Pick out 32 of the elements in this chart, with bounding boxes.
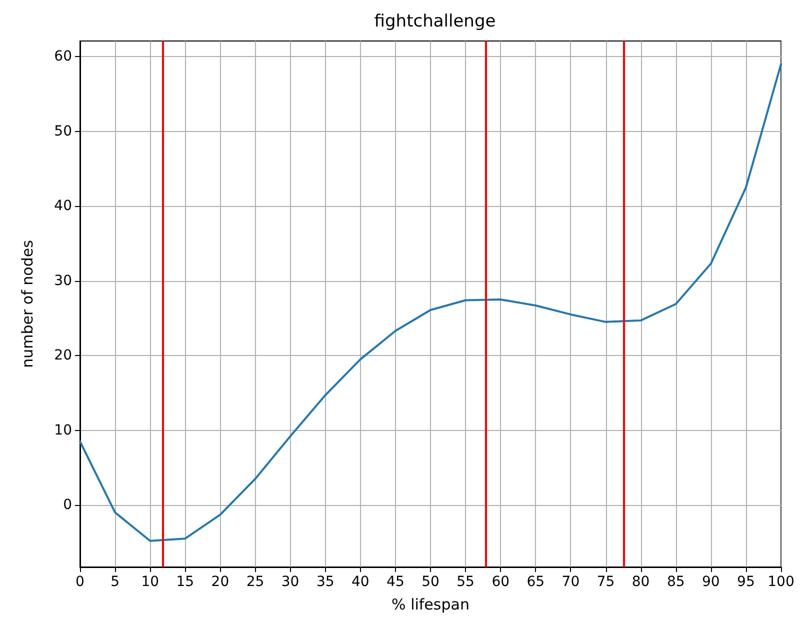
- chart-title: fightchallenge: [374, 12, 496, 32]
- x-tick-label: 65: [526, 574, 545, 590]
- x-tick-label: 20: [211, 574, 230, 590]
- x-tick-label: 55: [456, 574, 474, 590]
- x-tick-label: 80: [632, 574, 650, 590]
- x-tick-label: 50: [422, 574, 440, 590]
- x-tick-label: 75: [596, 574, 615, 590]
- x-tick-label: 0: [76, 574, 84, 590]
- y-tick-label: 30: [54, 272, 72, 289]
- y-tick-label: 50: [54, 123, 72, 140]
- y-tick-label: 60: [54, 48, 72, 65]
- x-tick-label: 5: [110, 574, 120, 590]
- x-axis-title: % lifespan: [392, 596, 470, 614]
- x-tick-label: 40: [351, 574, 370, 590]
- y-axis-title: number of nodes: [18, 240, 36, 368]
- x-tick-label: 70: [562, 574, 580, 590]
- x-tick-label: 100: [768, 574, 794, 590]
- y-tick-label: 40: [54, 198, 72, 214]
- y-tick-label: 10: [54, 422, 72, 438]
- x-tick-label: 85: [666, 574, 685, 590]
- x-tick-label: 60: [492, 574, 510, 590]
- x-tick-label: 25: [246, 574, 264, 590]
- x-tick-label: 10: [141, 574, 160, 590]
- x-tick-label: 90: [702, 574, 720, 590]
- x-tick-label: 15: [176, 574, 194, 590]
- x-tick-label: 35: [316, 574, 334, 590]
- x-tick-label: 95: [737, 574, 755, 590]
- y-tick-label: 0: [63, 496, 72, 513]
- line-series: [79, 63, 782, 542]
- x-tick-label: 45: [386, 574, 404, 590]
- x-tick-label: 30: [281, 574, 300, 590]
- y-tick-label: 20: [54, 348, 72, 364]
